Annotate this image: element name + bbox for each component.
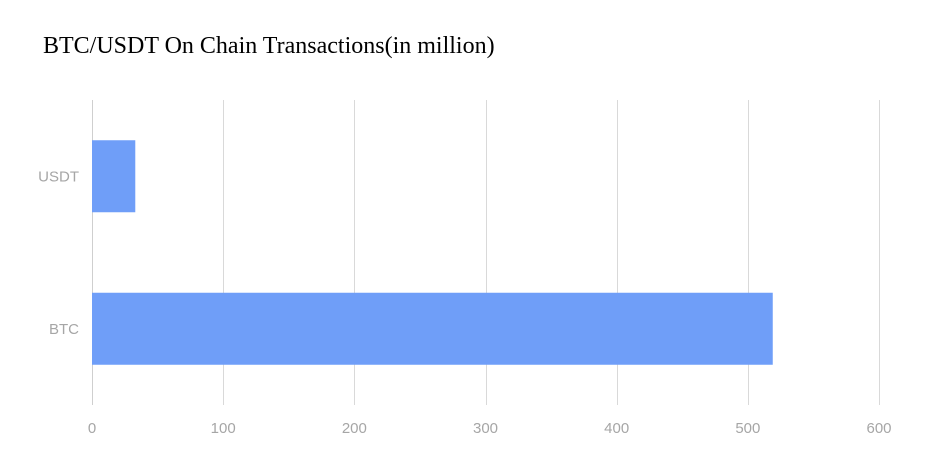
- bar-btc: [92, 292, 773, 365]
- x-tick-label: 500: [735, 420, 760, 437]
- x-tick-label: 200: [342, 420, 367, 437]
- bars: [92, 140, 773, 365]
- category-label-usdt: USDT: [38, 168, 79, 185]
- x-tick-label: 0: [88, 420, 96, 437]
- x-tick-labels: 0 100 200 300 400 500 600: [88, 420, 892, 437]
- bar-usdt: [92, 140, 136, 213]
- x-tick-label: 600: [866, 420, 891, 437]
- chart-title: BTC/USDT On Chain Transactions(in millio…: [43, 33, 495, 59]
- x-tick-label: 100: [211, 420, 236, 437]
- x-tick-label: 300: [473, 420, 498, 437]
- category-labels: USDT BTC: [38, 168, 79, 338]
- x-tick-label: 400: [604, 420, 629, 437]
- category-label-btc: BTC: [49, 321, 79, 338]
